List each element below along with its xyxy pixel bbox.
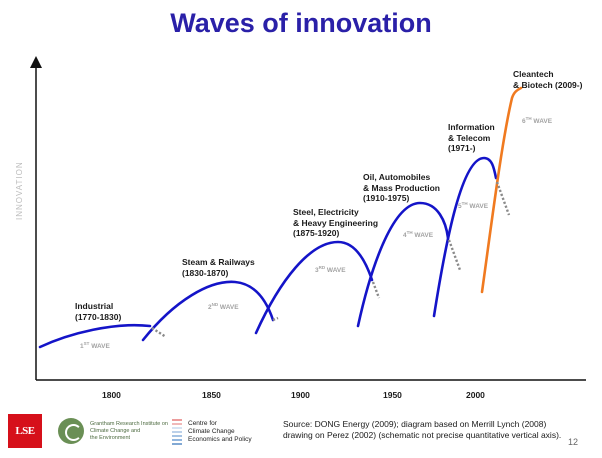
wave-label-2: 2ND WAVE bbox=[208, 302, 239, 312]
x-tick-1800: 1800 bbox=[102, 390, 121, 400]
wave-label-6: 6TH WAVE bbox=[522, 116, 553, 126]
era-label-industrial: Industrial (1770-1830) bbox=[75, 301, 122, 322]
wave-label-1: 1ST WAVE bbox=[80, 341, 110, 351]
wave-label-3: 3RD WAVE bbox=[315, 265, 346, 275]
source-note: Source: DONG Energy (2009); diagram base… bbox=[283, 419, 562, 440]
wave-label-5: 5TH WAVE bbox=[458, 201, 489, 211]
cccep-logo-icon bbox=[172, 419, 182, 445]
x-tick-1950: 1950 bbox=[383, 390, 402, 400]
decline-dots bbox=[151, 181, 511, 339]
wave-decline-dots-2 bbox=[272, 316, 279, 322]
wave-curve-1 bbox=[38, 323, 152, 349]
wave-curves bbox=[38, 86, 523, 349]
page-title: Waves of innovation bbox=[170, 8, 432, 38]
wave-label-4: 4TH WAVE bbox=[403, 230, 434, 240]
wave-curve-5 bbox=[432, 156, 498, 318]
x-tick-2000: 2000 bbox=[466, 390, 485, 400]
grantham-institute-logo-text: Grantham Research Institute on Climate C… bbox=[90, 421, 168, 441]
era-label-oil-automobiles: Oil, Automobiles & Mass Production (1910… bbox=[363, 172, 440, 203]
x-tick-1900: 1900 bbox=[291, 390, 310, 400]
grantham-institute-logo-icon bbox=[58, 418, 84, 444]
wave-curve-3 bbox=[254, 240, 374, 335]
era-label-steel-electricity: Steel, Electricity & Heavy Engineering (… bbox=[293, 207, 379, 238]
wave-curve-4 bbox=[356, 201, 450, 328]
wave-curve-2 bbox=[141, 280, 275, 342]
era-label-steam-railways: Steam & Railways (1830-1870) bbox=[182, 257, 255, 278]
era-label-cleantech-biotech: Cleantech & Biotech (2009-) bbox=[513, 69, 583, 90]
cccep-logo-text: Centre for Climate Change Economics and … bbox=[188, 420, 252, 443]
wave-curve-6 bbox=[480, 86, 523, 294]
wave-decline-dots-4 bbox=[447, 239, 462, 271]
x-tick-1850: 1850 bbox=[202, 390, 221, 400]
wave-decline-dots-3 bbox=[371, 281, 381, 299]
wave-decline-dots-1 bbox=[151, 326, 167, 339]
page-number: 12 bbox=[568, 437, 579, 447]
wave-decline-dots-5 bbox=[495, 181, 511, 216]
lse-logo: LSE bbox=[8, 414, 42, 448]
y-axis-label: INNOVATION bbox=[15, 161, 24, 220]
era-label-information-telecom: Information & Telecom (1971-) bbox=[448, 122, 495, 153]
